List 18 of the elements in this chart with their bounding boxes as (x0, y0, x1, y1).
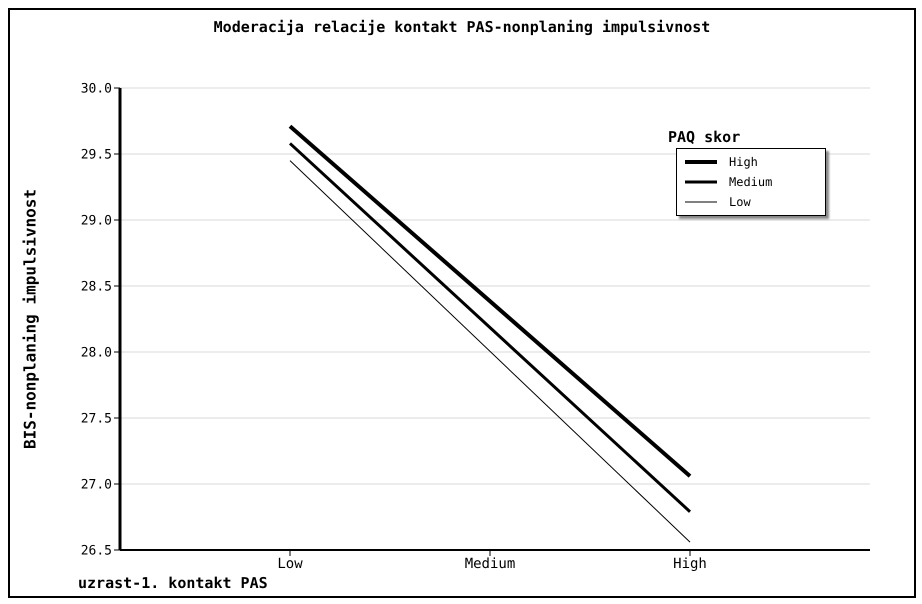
legend-label: High (729, 155, 758, 169)
legend-title: PAQ skor (668, 128, 742, 146)
legend-label: Medium (729, 175, 772, 189)
x-tick-label: Medium (464, 556, 516, 572)
x-tick-label: High (673, 556, 707, 572)
y-tick-label: 28.5 (80, 280, 112, 295)
y-tick-label: 27.5 (80, 412, 112, 427)
y-axis-title: BIS-nonplaning impulsivnost (20, 188, 40, 450)
y-tick-label: 29.0 (80, 214, 112, 229)
x-tick-label: Low (277, 556, 304, 572)
legend-label: Low (729, 195, 751, 209)
y-tick-label: 27.0 (80, 478, 112, 493)
y-tick-label: 26.5 (80, 544, 112, 559)
y-tick-label: 30.0 (80, 82, 112, 97)
y-tick-label: 29.5 (80, 148, 112, 163)
y-tick-label: 28.0 (80, 346, 112, 361)
chart-title: Moderacija relacije kontakt PAS-nonplaning impulsivnost (212, 18, 712, 36)
x-axis-title: uzrast-1. kontakt PAS (78, 574, 268, 592)
